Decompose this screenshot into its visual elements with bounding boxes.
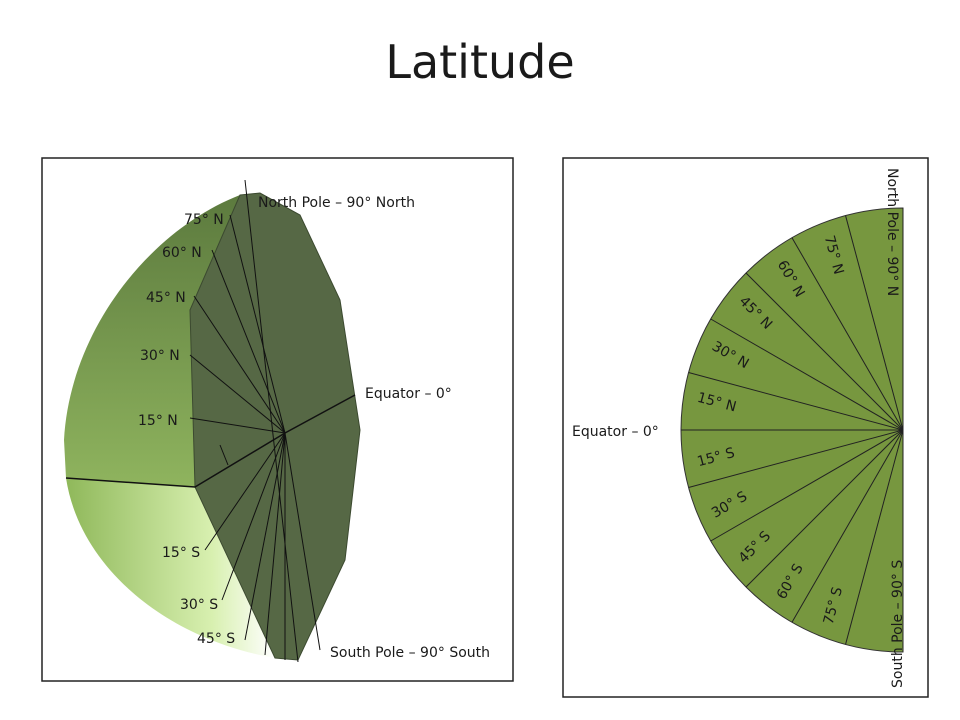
latitude-line — [791, 429, 904, 623]
latitude-line — [845, 215, 904, 431]
latitude-label: 45° S — [197, 631, 235, 647]
north-pole-label: North Pole – 90° North — [258, 195, 415, 211]
latitude-line — [710, 318, 904, 431]
south-pole-label: South Pole – 90° S — [890, 560, 906, 688]
latitude-line — [791, 237, 904, 431]
equator-label: Equator – 0° — [572, 424, 659, 440]
north-pole-label: North Pole – 90° N — [884, 168, 900, 296]
latitude-label: 15° S — [162, 545, 200, 561]
latitude-label: 30° S — [180, 597, 218, 613]
latitude-line — [745, 272, 904, 431]
latitude-line — [688, 372, 904, 431]
latitude-label: 45° N — [146, 290, 186, 306]
equator-label: Equator – 0° — [365, 386, 452, 402]
latitude-label: 60° N — [162, 245, 202, 261]
latitude-label: 15° N — [138, 413, 178, 429]
slide-title: Latitude — [385, 35, 574, 89]
latitude-line — [710, 429, 904, 542]
latitude-label: 30° N — [140, 348, 180, 364]
latitude-line — [688, 429, 904, 488]
latitude-label: 75° N — [184, 212, 224, 228]
latitude-line — [745, 429, 904, 588]
latitude-line — [845, 429, 904, 645]
globe-cut — [64, 179, 361, 663]
south-pole-label: South Pole – 90° South — [330, 645, 490, 661]
